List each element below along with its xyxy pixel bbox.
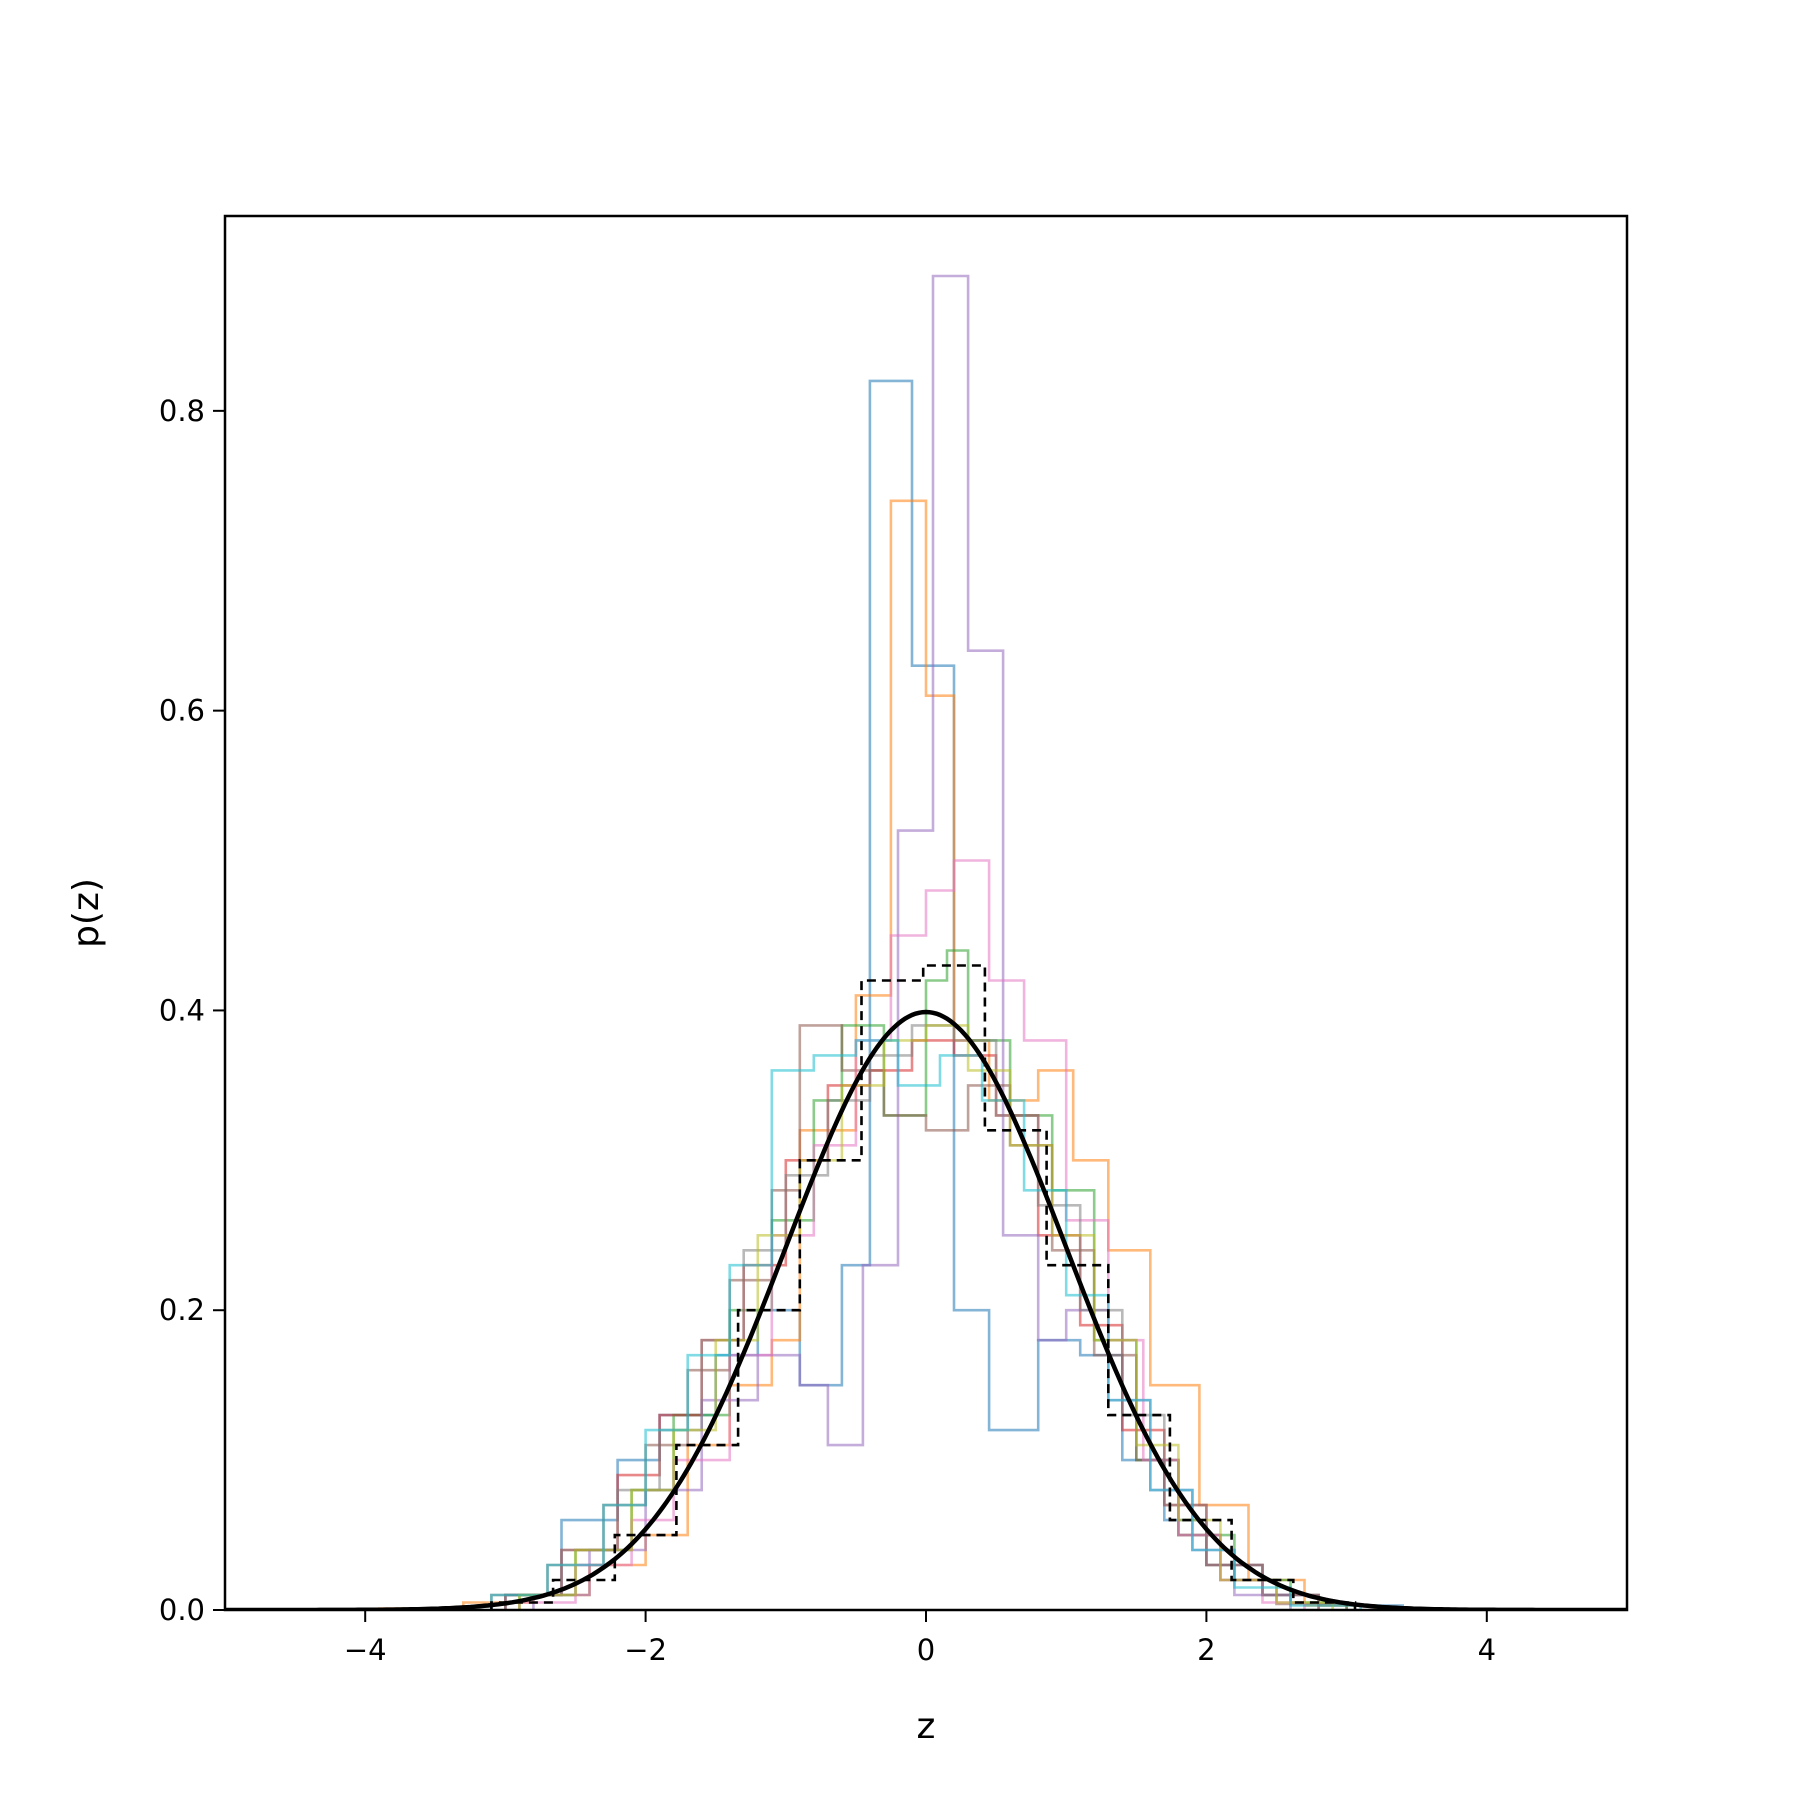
x-tick-label: 0: [917, 1633, 935, 1667]
pdf-curve-layer: [225, 1009, 1627, 1610]
y-tick-label: 0.2: [159, 1293, 205, 1327]
x-axis-ticks: −4 −2 0 2 4: [344, 1610, 1496, 1667]
histogram-series-10: [490, 1039, 1362, 1610]
y-tick-label: 0.4: [159, 993, 205, 1027]
y-axis-ticks: 0.0 0.2 0.4 0.6 0.8: [159, 394, 225, 1627]
x-axis-label: z: [917, 1706, 936, 1747]
x-tick-label: 2: [1197, 1633, 1215, 1667]
pdf-curve: [225, 1009, 1627, 1610]
x-tick-label: −4: [344, 1633, 387, 1667]
reference-histogram-layer: [490, 964, 1357, 1610]
reference-histogram: [490, 964, 1357, 1610]
histogram-series-9: [518, 1024, 1334, 1610]
y-axis-label: p(z): [66, 878, 107, 948]
x-tick-label: −2: [624, 1633, 667, 1667]
y-tick-label: 0.6: [159, 694, 205, 728]
x-tick-label: 4: [1478, 1633, 1496, 1667]
y-tick-label: 0.8: [159, 394, 205, 428]
y-tick-label: 0.0: [159, 1593, 205, 1627]
